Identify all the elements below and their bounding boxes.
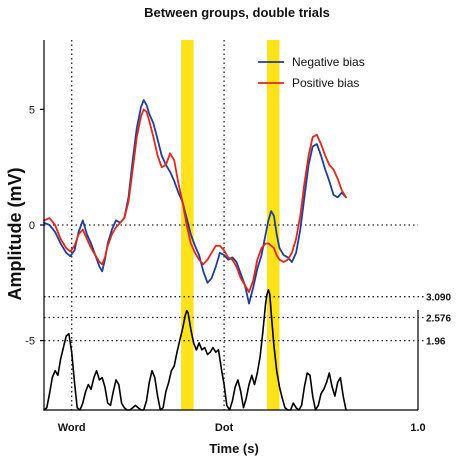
- series-line-3: [43, 289, 347, 411]
- y-tick-label-3: -5: [25, 336, 35, 348]
- y-tick-label-2: 0: [29, 220, 35, 232]
- x-axis-label: Time (s): [209, 441, 259, 456]
- y-tick-label-1: 5: [29, 104, 35, 116]
- x-tick-end: 1.0: [410, 422, 425, 434]
- series-line-2: [43, 108, 347, 293]
- threshold-label-1: 3.090: [426, 293, 451, 304]
- x-tick-dot: Dot: [215, 422, 234, 434]
- y-axis-label: Amplitude (mV): [5, 167, 25, 300]
- chart-title: Between groups, double trials: [144, 5, 330, 20]
- legend-label-2: Positive bias: [292, 76, 359, 90]
- series-line-1: [43, 99, 347, 305]
- threshold-label-3: 1.96: [426, 337, 446, 348]
- highlight-band-2: [267, 40, 280, 410]
- threshold-label-2: 2.576: [426, 314, 451, 325]
- x-tick-word: Word: [58, 422, 86, 434]
- legend-label-1: Negative bias: [292, 55, 365, 69]
